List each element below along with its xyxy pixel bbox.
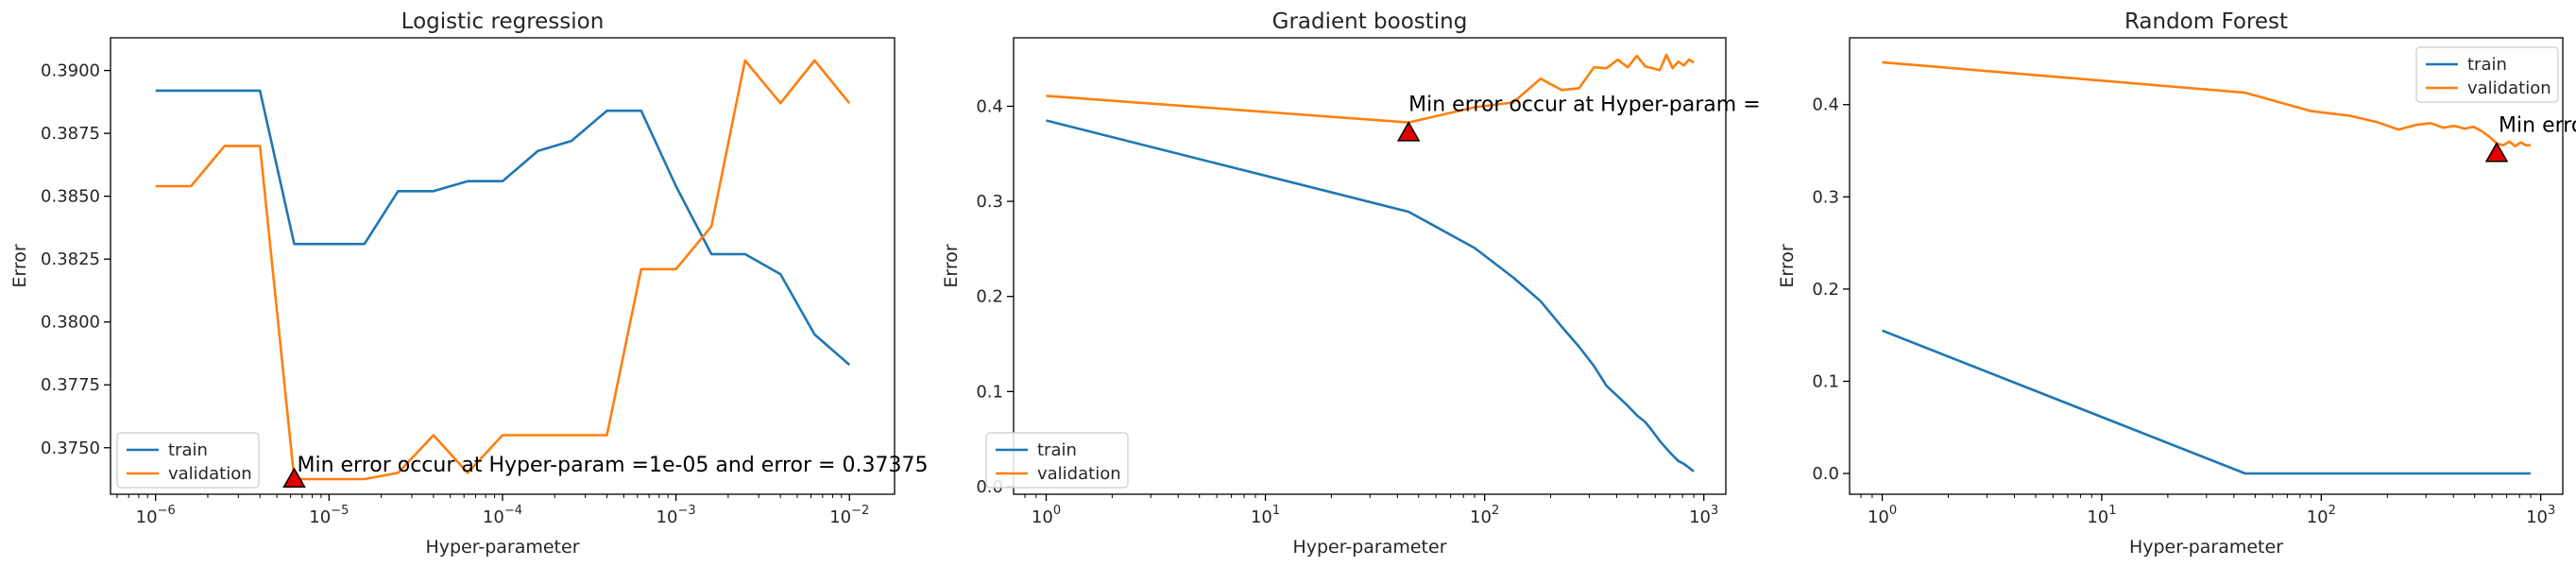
chart1-line-validation	[155, 59, 851, 481]
chart1-x-tick-label: 10−3	[657, 504, 696, 527]
chart3-ylabel: Error	[1777, 244, 1798, 288]
chart2-legend: train validation	[985, 432, 1129, 489]
chart2-y-tick-label: 0.3	[976, 192, 1003, 212]
chart2-ylabel: Error	[941, 244, 962, 288]
chart1-x-tick-label: 10−5	[309, 504, 349, 527]
chart1-y-tick-label: 0.3775	[41, 375, 100, 395]
chart3-y-tick-label: 0.4	[1812, 95, 1839, 115]
chart1-annotation: Min error occur at Hyper-param =1e-05 an…	[297, 454, 928, 477]
chart1-min-marker	[282, 467, 306, 489]
chart3-line-train	[1882, 329, 2531, 475]
chart3-legend: train validation	[2415, 46, 2559, 103]
chart1-x-tick-label: 10−2	[829, 504, 869, 527]
chart3-line-validation	[1882, 60, 2531, 147]
chart2-y-tick-label: 0.4	[976, 96, 1003, 116]
chart2-title: Gradient boosting	[1272, 9, 1468, 34]
chart2-x-tick-label: 102	[1470, 504, 1499, 527]
chart1-title: Logistic regression	[401, 9, 605, 34]
chart1-y-tick-label: 0.3850	[41, 187, 100, 207]
chart3-legend-label-validation: validation	[2467, 78, 2551, 98]
chart1-y-tick-label: 0.3875	[41, 124, 100, 144]
chart1-panel: 10−6 10−5 10−4 10−3 10−2 0.3750 0.3775 0.3800 0.…	[9, 9, 928, 558]
chart2-x-tick-label: 101	[1251, 504, 1280, 527]
chart2-line-train	[1046, 119, 1695, 472]
chart1-line-train	[155, 89, 851, 366]
chart2-x-tick-label: 100	[1032, 504, 1061, 527]
chart3-panel: 100 101 102 103 0.0 0.1 0.2 0.3 0.4 Random Forest…	[1777, 9, 2576, 558]
chart3-x-tick-label: 103	[2526, 504, 2555, 527]
chart3-legend-label-train: train	[2467, 55, 2507, 75]
chart3-min-marker	[2484, 141, 2509, 163]
chart1-xlabel: Hyper-parameter	[425, 537, 579, 558]
chart2-legend-label-train: train	[1037, 440, 1077, 460]
chart1-y-tick-label: 0.3825	[41, 249, 100, 269]
chart1-ylabel: Error	[9, 244, 30, 288]
chart1-y-tick-label: 0.3750	[41, 438, 100, 458]
chart1-x-tick-label: 10−4	[483, 504, 522, 527]
chart3-y-tick-label: 0.3	[1812, 187, 1839, 207]
chart2-legend-label-validation: validation	[1037, 464, 1121, 484]
chart3-title: Random Forest	[2124, 9, 2288, 34]
chart2-y-tick-label: 0.2	[976, 287, 1003, 307]
chart1-y-tick-label: 0.3900	[41, 61, 100, 81]
chart1-x-tick-label: 10−6	[136, 504, 176, 527]
chart2-annotation: Min error occur at Hyper-param =	[1408, 94, 1761, 117]
chart1-legend: train validation	[116, 432, 260, 489]
chart3-x-tick-label: 102	[2307, 504, 2336, 527]
chart3-y-tick-label: 0.2	[1812, 280, 1839, 300]
chart2-y-tick-label: 0.1	[976, 382, 1003, 402]
chart1-legend-label-train: train	[168, 440, 208, 460]
chart2-line-validation	[1046, 53, 1695, 124]
chart3-y-tick-label: 0.1	[1812, 371, 1839, 391]
chart2-x-tick-label: 103	[1689, 504, 1718, 527]
chart1-y-tick-label: 0.3800	[41, 313, 100, 333]
chart3-xlabel: Hyper-parameter	[2129, 537, 2283, 558]
chart2-min-marker	[1396, 121, 1421, 142]
chart3-x-tick-label: 100	[1868, 504, 1897, 527]
chart3-y-tick-label: 0.0	[1812, 464, 1839, 484]
chart1-legend-label-validation: validation	[168, 464, 252, 484]
chart2-xlabel: Hyper-parameter	[1292, 537, 1446, 558]
chart3-x-tick-label: 101	[2087, 504, 2116, 527]
chart3-annotation: Min erro	[2499, 114, 2576, 138]
